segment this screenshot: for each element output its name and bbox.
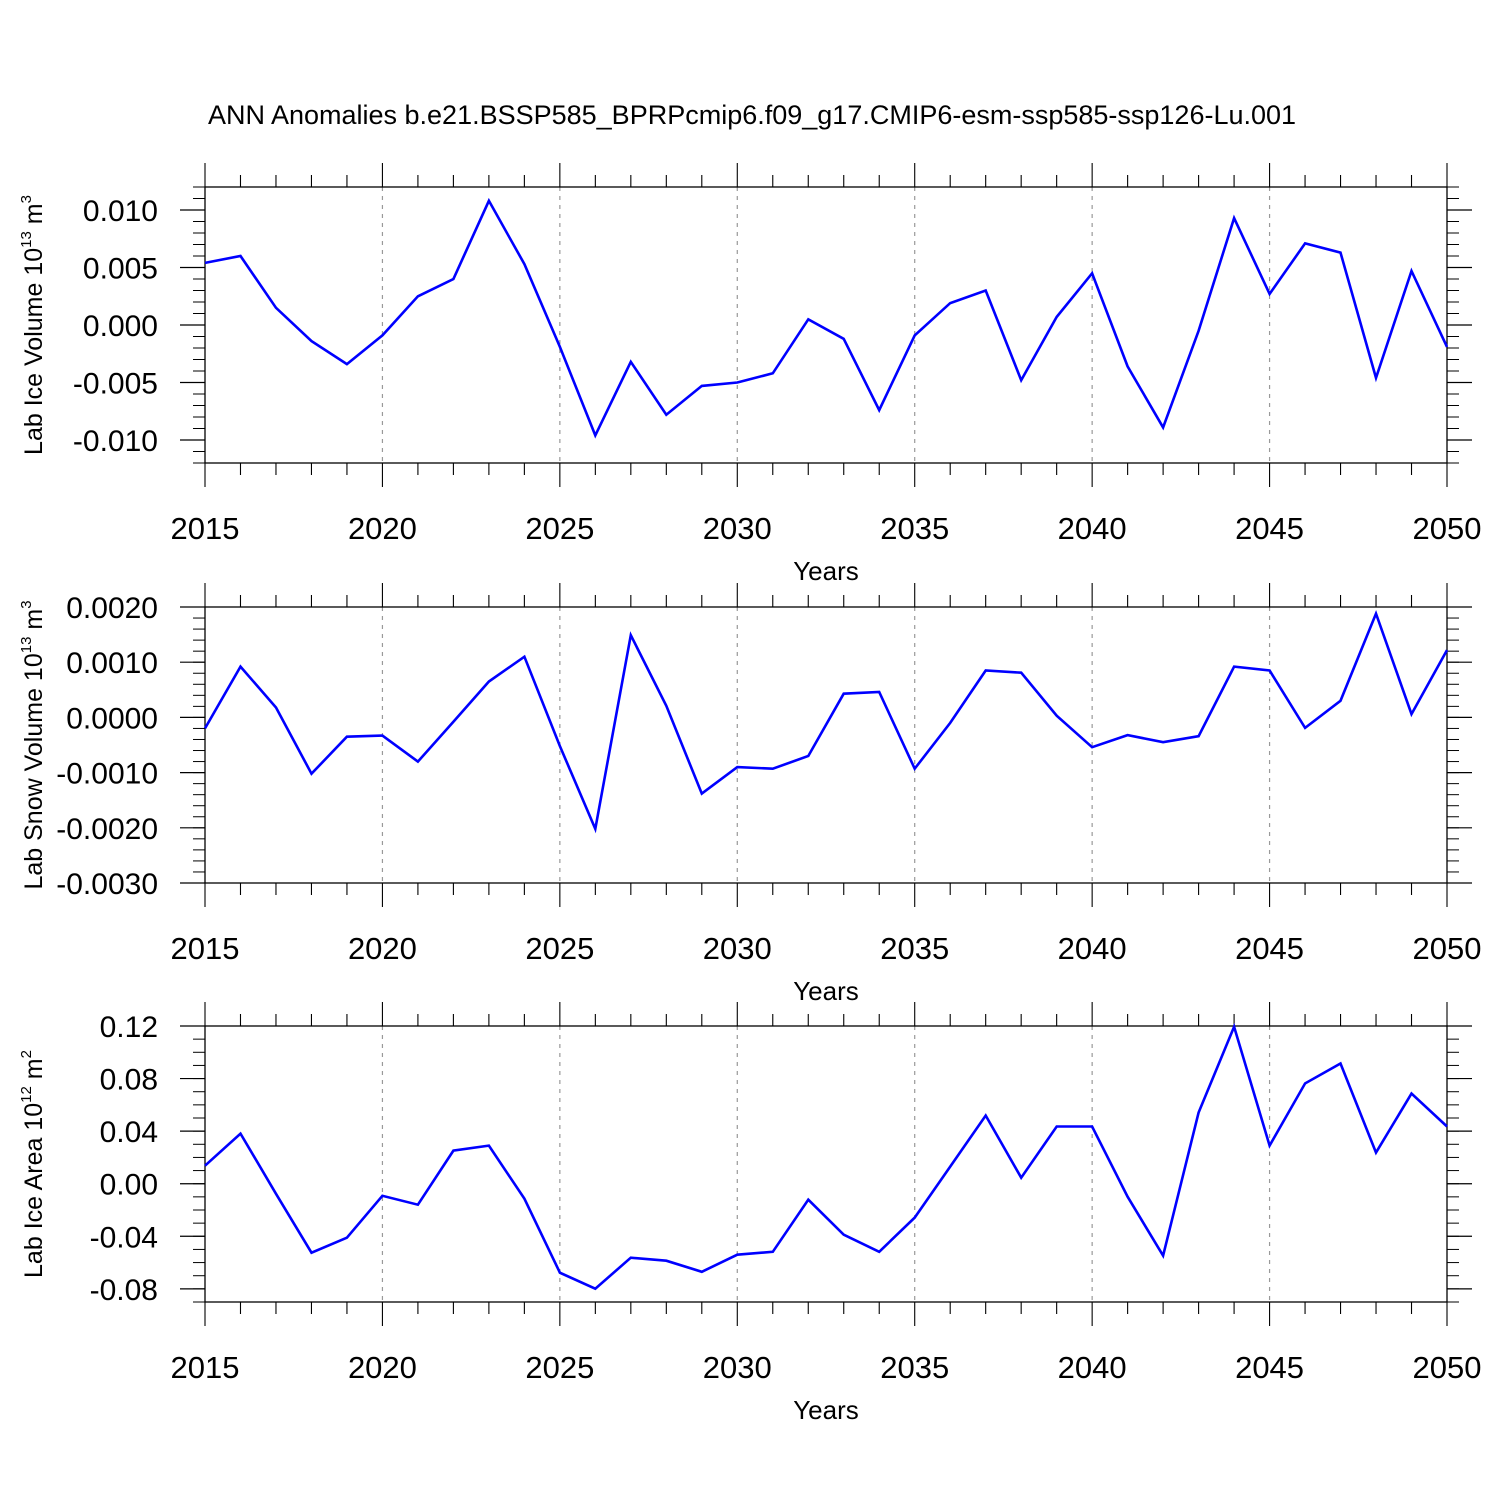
x-axis-label: Years [793,556,859,586]
x-axis-label: Years [793,1395,859,1425]
x-tick-label: 2025 [525,1350,594,1385]
y-axis-label-superscript: 3 [18,195,35,203]
x-tick-label: 2050 [1413,511,1482,546]
y-axis-label-text: Lab Ice Area 10 [20,1103,48,1278]
x-tick-label: 2030 [703,931,772,966]
x-tick-label: 2035 [880,511,949,546]
x-tick-label: 2040 [1058,1350,1127,1385]
x-tick-label: 2045 [1235,1350,1304,1385]
y-tick-label: 0.0020 [66,592,158,625]
x-tick-label: 2040 [1058,511,1127,546]
y-tick-label: -0.0030 [56,868,158,901]
panel-1: 0.010 0.005 0.000 -0.005 -0.010 2015 2020 2025 2… [18,163,1481,586]
x-tick-label: 2045 [1235,511,1304,546]
y-tick-label: -0.04 [90,1221,158,1254]
y-axis-label-superscript: 12 [18,1086,35,1103]
y-tick-label: -0.005 [73,368,158,401]
x-tick-label: 2035 [880,1350,949,1385]
y-axis-label-superscript: 13 [18,231,35,248]
plot-frame [204,1025,1448,1303]
chart-title: ANN Anomalies b.e21.BSSP585_BPRPcmip6.f0… [208,100,1296,130]
x-tick-label: 2040 [1058,931,1127,966]
y-tick-label: 0.005 [83,253,158,286]
panel-2: 0.0020 0.0010 0.0000 -0.0010 -0.0020 -0.0030 2… [18,583,1481,1006]
series-line [203,609,1449,834]
y-tick-label: 0.08 [100,1064,158,1097]
x-tick-label: 2025 [525,931,594,966]
y-tick-label: 0.010 [83,195,158,228]
y-tick-label: -0.08 [90,1274,158,1307]
y-tick-label: -0.0020 [56,813,158,846]
x-tick-label: 2025 [525,511,594,546]
x-tick-label: 2015 [171,511,240,546]
x-tick-label: 2015 [171,931,240,966]
y-axis-label-text: m [20,203,48,231]
y-tick-label: 0.12 [100,1011,158,1044]
y-tick-label: 0.00 [100,1169,158,1202]
y-axis-label: Lab Ice Volume 1013 m3 [18,195,48,455]
y-axis-label-superscript: 2 [18,1050,35,1058]
y-axis-label-superscript: 13 [18,637,35,654]
x-axis-label: Years [793,976,859,1006]
x-tick-label: 2020 [348,511,417,546]
panels: 0.010 0.005 0.000 -0.005 -0.010 2015 2020 2025 2… [18,163,1481,1425]
plot-frame [204,606,1448,884]
y-axis-label: Lab Snow Volume 1013 m3 [18,600,48,889]
x-tick-label: 2030 [703,511,772,546]
y-tick-label: 0.0010 [66,647,158,680]
y-tick-label: 0.0000 [66,702,158,735]
x-tick-label: 2045 [1235,931,1304,966]
y-axis-label-text: m [20,609,48,637]
y-axis-label-text: m [20,1058,48,1086]
y-tick-label: -0.0010 [56,758,158,791]
x-tick-label: 2030 [703,1350,772,1385]
x-tick-label: 2020 [348,931,417,966]
x-tick-label: 2050 [1413,931,1482,966]
y-tick-label: 0.000 [83,310,158,343]
series-line [204,197,1449,439]
y-axis-label-text: Lab Ice Volume 10 [20,248,48,455]
y-axis-label: Lab Ice Area 1012 m2 [18,1050,48,1278]
x-tick-label: 2050 [1413,1350,1482,1385]
y-tick-label: 0.04 [100,1116,158,1149]
y-tick-label: -0.010 [73,425,158,458]
y-axis-label-text: Lab Snow Volume 10 [20,653,48,889]
x-tick-label: 2035 [880,931,949,966]
panel-3: 0.12 0.08 0.04 0.00 -0.04 -0.08 2015 2020 2025 20… [18,1002,1481,1425]
y-axis-label-superscript: 3 [18,600,35,608]
x-tick-label: 2020 [348,1350,417,1385]
series-line [204,1022,1448,1291]
x-tick-label: 2015 [171,1350,240,1385]
